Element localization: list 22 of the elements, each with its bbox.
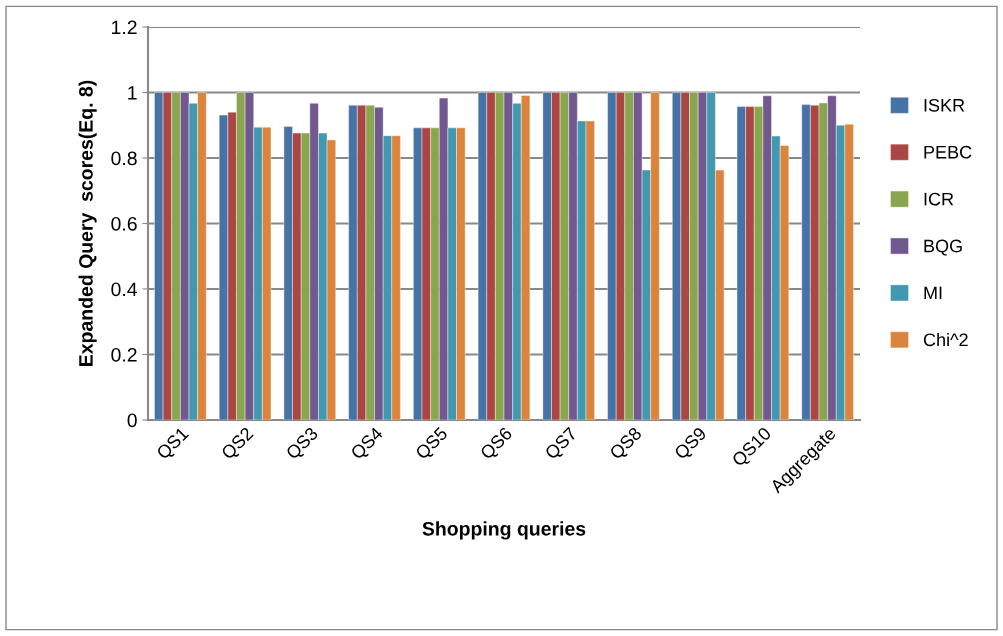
x-axis-title: Shopping queries — [422, 521, 586, 540]
x-tick-label: QS6 — [479, 426, 516, 463]
legend-label: BQG — [924, 239, 962, 256]
y-tick-label: 0.6 — [111, 216, 137, 231]
x-tick-label: QS1 — [155, 426, 192, 463]
legend-label: MI — [924, 286, 942, 300]
y-tick-label: 0 — [127, 413, 137, 428]
y-axis-title: Expanded Query scores(Eq. 8) — [78, 80, 97, 366]
x-tick-label: QS9 — [673, 426, 710, 463]
y-tick-label: 0.8 — [111, 151, 137, 166]
legend-label: ICR — [924, 192, 954, 206]
y-tick-label: 1 — [128, 86, 137, 100]
legend-label: ISKR — [924, 98, 965, 112]
legend-label: Chi^2 — [923, 332, 968, 347]
y-tick-label: 0.2 — [111, 347, 137, 362]
x-tick-label: QS4 — [349, 426, 386, 463]
y-tick-label: 1.2 — [112, 20, 137, 35]
x-tick-label: QS3 — [285, 426, 321, 463]
y-tick-label: 0.4 — [111, 282, 138, 297]
legend-label: PEBC — [924, 145, 972, 159]
x-tick-label: QS8 — [608, 426, 645, 463]
x-tick-label: QS2 — [220, 426, 257, 463]
